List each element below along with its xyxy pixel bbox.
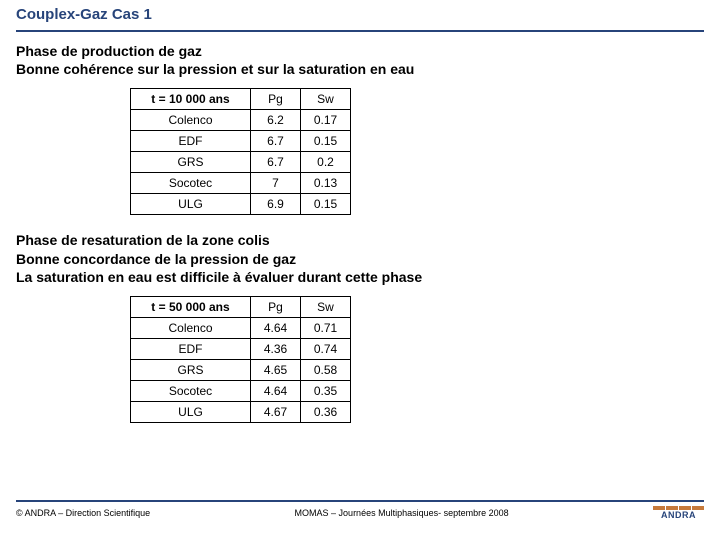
cell: GRS (131, 359, 251, 380)
section1-line1: Phase de production de gaz (16, 43, 202, 59)
cell: Socotec (131, 380, 251, 401)
section2-line2: Bonne concordance de la pression de gaz (16, 251, 296, 267)
cell: 7 (251, 173, 301, 194)
table1-header-2: Sw (301, 89, 351, 110)
table-row: Colenco 4.64 0.71 (131, 317, 351, 338)
cell: 4.65 (251, 359, 301, 380)
cell: 4.36 (251, 338, 301, 359)
cell: ULG (131, 194, 251, 215)
footer-left: © ANDRA – Direction Scientifique (16, 508, 150, 518)
table1-header-1: Pg (251, 89, 301, 110)
table-row: GRS 4.65 0.58 (131, 359, 351, 380)
page-title: Couplex-Gaz Cas 1 (16, 6, 152, 23)
cell: 0.15 (301, 194, 351, 215)
cell: 0.74 (301, 338, 351, 359)
cell: ULG (131, 401, 251, 422)
table-row: Socotec 7 0.13 (131, 173, 351, 194)
section1-text: Phase de production de gaz Bonne cohéren… (0, 32, 720, 82)
cell: Socotec (131, 173, 251, 194)
footer: © ANDRA – Direction Scientifique MOMAS –… (0, 500, 720, 540)
cell: EDF (131, 131, 251, 152)
cell: 4.67 (251, 401, 301, 422)
cell: 0.13 (301, 173, 351, 194)
cell: GRS (131, 152, 251, 173)
andra-logo: ANDRA (653, 506, 704, 520)
section2-text: Phase de resaturation de la zone colis B… (0, 221, 720, 290)
footer-center: MOMAS – Journées Multiphasiques- septemb… (295, 508, 509, 518)
table1: t = 10 000 ans Pg Sw Colenco 6.2 0.17 ED… (130, 88, 351, 215)
cell: 6.2 (251, 110, 301, 131)
table-row: Colenco 6.2 0.17 (131, 110, 351, 131)
section1-line2: Bonne cohérence sur la pression et sur l… (16, 61, 414, 77)
cell: 0.17 (301, 110, 351, 131)
table2-header-1: Pg (251, 296, 301, 317)
logo-text: ANDRA (661, 510, 696, 520)
cell: 0.58 (301, 359, 351, 380)
cell: 6.9 (251, 194, 301, 215)
table2: t = 50 000 ans Pg Sw Colenco 4.64 0.71 E… (130, 296, 351, 423)
cell: Colenco (131, 317, 251, 338)
table1-header-0: t = 10 000 ans (131, 89, 251, 110)
cell: 0.36 (301, 401, 351, 422)
cell: 4.64 (251, 317, 301, 338)
table-row: GRS 6.7 0.2 (131, 152, 351, 173)
table-row: t = 50 000 ans Pg Sw (131, 296, 351, 317)
cell: 0.15 (301, 131, 351, 152)
cell: 0.2 (301, 152, 351, 173)
cell: EDF (131, 338, 251, 359)
table-row: EDF 6.7 0.15 (131, 131, 351, 152)
table-row: ULG 4.67 0.36 (131, 401, 351, 422)
table2-header-0: t = 50 000 ans (131, 296, 251, 317)
section2-line3: La saturation en eau est difficile à éva… (16, 269, 422, 285)
table-row: Socotec 4.64 0.35 (131, 380, 351, 401)
cell: 0.35 (301, 380, 351, 401)
table-row: t = 10 000 ans Pg Sw (131, 89, 351, 110)
cell: 6.7 (251, 152, 301, 173)
table-row: EDF 4.36 0.74 (131, 338, 351, 359)
cell: Colenco (131, 110, 251, 131)
table-row: ULG 6.9 0.15 (131, 194, 351, 215)
cell: 4.64 (251, 380, 301, 401)
table2-header-2: Sw (301, 296, 351, 317)
section2-line1: Phase de resaturation de la zone colis (16, 232, 270, 248)
cell: 0.71 (301, 317, 351, 338)
cell: 6.7 (251, 131, 301, 152)
